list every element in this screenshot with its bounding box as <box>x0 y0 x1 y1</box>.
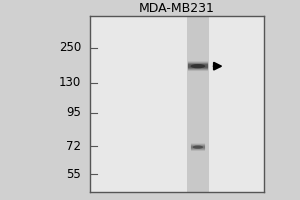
Text: 130: 130 <box>59 76 81 89</box>
Text: 95: 95 <box>66 106 81 119</box>
Ellipse shape <box>190 64 205 68</box>
Title: MDA-MB231: MDA-MB231 <box>139 2 215 15</box>
FancyBboxPatch shape <box>187 16 209 192</box>
Text: 55: 55 <box>67 168 81 181</box>
Text: 250: 250 <box>59 41 81 54</box>
Ellipse shape <box>193 145 203 149</box>
Text: 72: 72 <box>66 140 81 153</box>
